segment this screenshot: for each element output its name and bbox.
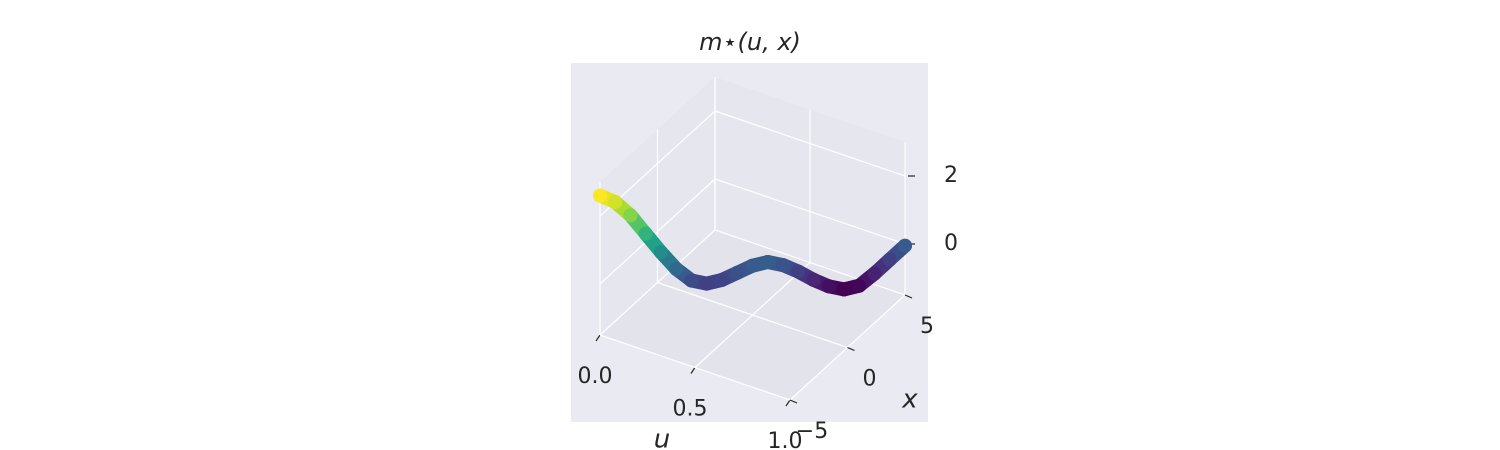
chart-title: m⋆(u, x) — [699, 28, 801, 56]
tick-mark — [690, 367, 696, 374]
tick-mark — [789, 399, 798, 404]
curve-point — [623, 208, 638, 223]
grid-line — [599, 178, 716, 285]
curve-point — [898, 238, 912, 253]
curve-point — [837, 282, 851, 297]
curve-point — [593, 188, 607, 203]
u-tick-label: 0.5 — [673, 397, 708, 422]
u-tick-label: 0.0 — [578, 364, 613, 389]
u-axis-label: u — [654, 425, 670, 450]
curve-point — [852, 278, 867, 293]
z-tick-label: 0 — [944, 231, 958, 256]
x-axis-label: x — [901, 385, 918, 415]
curve-point — [699, 276, 714, 291]
curve-point — [730, 265, 745, 280]
curve-point — [684, 273, 699, 288]
tick-mark — [785, 399, 791, 407]
curve-point — [638, 226, 653, 241]
curve-point — [715, 272, 729, 287]
grid-line — [714, 110, 906, 177]
curve-point — [791, 264, 806, 279]
curve-point — [882, 252, 897, 267]
curve-point — [806, 272, 821, 287]
grid-line — [599, 334, 791, 401]
grid-line — [714, 178, 906, 245]
x-tick-label: 0 — [863, 367, 877, 392]
curve-point — [745, 258, 760, 273]
curve-point — [669, 261, 684, 276]
grid-line — [657, 281, 848, 349]
grid-line — [714, 229, 906, 296]
curve-point — [760, 255, 775, 269]
tick-mark — [904, 294, 913, 299]
curve-point — [867, 266, 882, 281]
curve-point — [776, 258, 790, 273]
tick-mark — [847, 346, 855, 352]
u-tick-label: 1.0 — [768, 429, 803, 450]
x-tick-label: −5 — [796, 419, 828, 444]
curve-point — [608, 195, 623, 210]
z-tick-label: 2 — [944, 163, 958, 188]
curve-point — [821, 279, 836, 294]
x-tick-label: 5 — [920, 314, 934, 339]
curve-point — [654, 245, 668, 260]
tick-mark — [595, 334, 601, 342]
